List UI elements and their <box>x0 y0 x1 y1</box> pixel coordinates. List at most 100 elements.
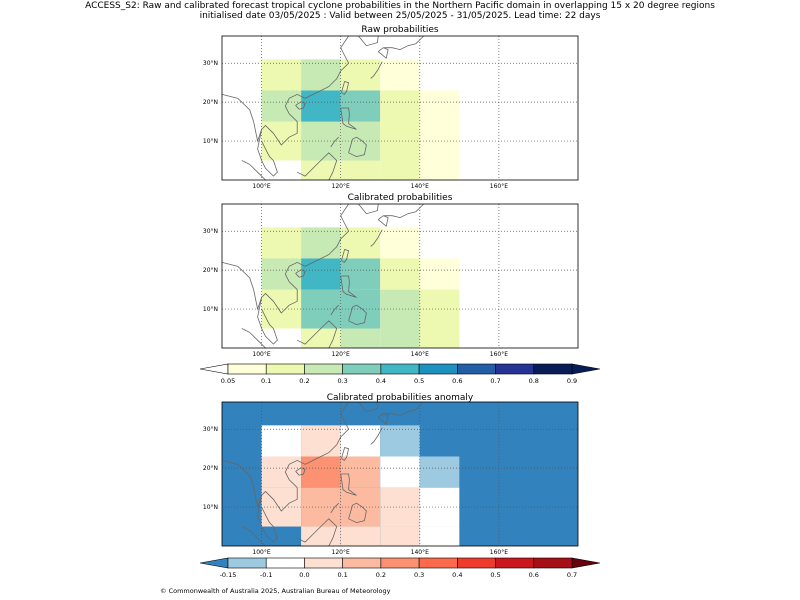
lon-tick-label: 160°E <box>490 549 508 556</box>
coastline <box>370 229 383 247</box>
map-plot-area <box>222 204 578 348</box>
colorbar-segment <box>457 363 496 375</box>
coastline <box>340 473 357 496</box>
coastline <box>222 204 350 314</box>
lat-tick-label: 10°N <box>203 138 218 145</box>
coastline <box>330 304 339 316</box>
colorbar-tick-label: 0.6 <box>529 571 539 579</box>
colorbar-tick-label: 0.2 <box>376 571 386 579</box>
colorbar-segment <box>495 363 535 375</box>
probability-cell <box>261 227 302 259</box>
probability-colorbar: 0.05 0.1 0.2 0.3 0.4 0.5 0.6 0.7 0.8 0.9 <box>199 363 601 385</box>
lon-tick-label: 120°E <box>332 351 350 358</box>
lat-tick-label: 30°N <box>203 60 218 67</box>
coastline <box>330 136 339 148</box>
copyright-credit: © Commonwealth of Australia 2025, Austra… <box>160 587 391 595</box>
lon-tick-label: 100°E <box>252 351 270 358</box>
coastline <box>377 413 389 425</box>
coastline <box>241 526 266 546</box>
coastline <box>341 447 350 461</box>
colorbar-tick-label: 0.3 <box>337 377 347 385</box>
panel-title: Calibrated probabilities anomaly <box>327 393 474 403</box>
map-panel-1: 100°E 120°E 140°E 160°E 10°N 20°N 30°N Raw prob… <box>203 25 579 190</box>
figure-title-line1: ACCESS_S2: Raw and calibrated forecast t… <box>85 1 715 11</box>
lon-tick-label: 100°E <box>252 549 270 556</box>
colorbar-under-extend <box>199 557 229 569</box>
probability-cell <box>380 59 420 91</box>
map-panel-2: 100°E 120°E 140°E 160°E 10°N 20°N 30°N Calibrat… <box>203 193 579 358</box>
probability-cell <box>340 456 381 488</box>
coastline <box>222 36 350 146</box>
colorbar-segment <box>304 557 343 569</box>
colorbar-over-extend <box>571 557 601 569</box>
colorbar-tick-label: 0.7 <box>490 377 500 385</box>
probability-cell <box>301 487 341 527</box>
lat-tick-label: 30°N <box>203 228 218 235</box>
coastline <box>257 129 278 177</box>
probability-cell <box>419 160 460 180</box>
lon-tick-label: 140°E <box>411 351 429 358</box>
colorbar-tick-label: 0.7 <box>567 571 577 579</box>
probability-cell <box>301 328 341 348</box>
colorbar-segment <box>418 363 458 375</box>
coastline <box>222 402 350 512</box>
coastline <box>297 518 338 546</box>
probability-cell <box>261 328 302 348</box>
probability-cell <box>340 258 381 290</box>
probability-cell <box>301 59 341 91</box>
probability-cell <box>380 526 420 546</box>
coastline <box>370 427 383 445</box>
colorbar-segment <box>533 557 573 569</box>
coastline <box>297 152 338 180</box>
coastline <box>348 502 367 524</box>
probability-cell <box>261 526 302 546</box>
lon-tick-label: 120°E <box>332 183 350 190</box>
coastline <box>348 304 367 326</box>
colorbar-segment <box>495 557 535 569</box>
coastline <box>348 136 367 158</box>
probability-cell <box>380 425 420 457</box>
colorbar-under-extend <box>199 363 229 375</box>
coastline <box>358 36 379 47</box>
lat-tick-label: 20°N <box>203 465 218 472</box>
coastline <box>340 107 357 130</box>
colorbar-segment <box>380 363 420 375</box>
colorbar-tick-label: 0.9 <box>567 377 577 385</box>
probability-cell <box>301 289 341 329</box>
probability-cell <box>301 425 341 457</box>
coastline <box>377 47 389 59</box>
probability-cell <box>380 258 420 290</box>
colorbar-tick-label: 0.4 <box>376 377 386 385</box>
colorbar-tick-label: -0.1 <box>260 571 273 579</box>
coastline <box>384 204 424 219</box>
probability-cell <box>301 258 341 290</box>
lon-tick-label: 120°E <box>332 549 350 556</box>
panel-title: Raw probabilities <box>361 25 439 35</box>
probability-cell <box>380 90 420 122</box>
coastline <box>358 204 379 215</box>
colorbar-tick-label: 0.1 <box>261 377 271 385</box>
map-frame <box>221 401 579 547</box>
probability-cell <box>261 425 302 457</box>
probability-cell <box>301 526 341 546</box>
colorbar-tick-label: 0.3 <box>414 571 424 579</box>
coastline <box>257 297 278 345</box>
lat-tick-label: 30°N <box>203 426 218 433</box>
colorbar-tick-label: 0.8 <box>529 377 539 385</box>
map-frame <box>221 203 579 349</box>
probability-cell <box>340 160 381 180</box>
lon-tick-label: 160°E <box>490 183 508 190</box>
colorbar-segment <box>304 363 343 375</box>
colorbar-tick-label: 0.2 <box>299 377 309 385</box>
colorbar-tick-label: 0.5 <box>414 377 424 385</box>
coastline <box>241 160 266 180</box>
lat-tick-label: 20°N <box>203 99 218 106</box>
coastline <box>358 402 379 413</box>
colorbar-tick-label: -0.15 <box>220 571 237 579</box>
colorbar-over-extend <box>571 363 601 375</box>
colorbar-tick-label: 0.4 <box>452 571 462 579</box>
coastline <box>297 320 338 348</box>
probability-cell <box>301 160 341 180</box>
colorbar-segment <box>457 557 496 569</box>
colorbar-tick-label: 0.0 <box>299 571 309 579</box>
